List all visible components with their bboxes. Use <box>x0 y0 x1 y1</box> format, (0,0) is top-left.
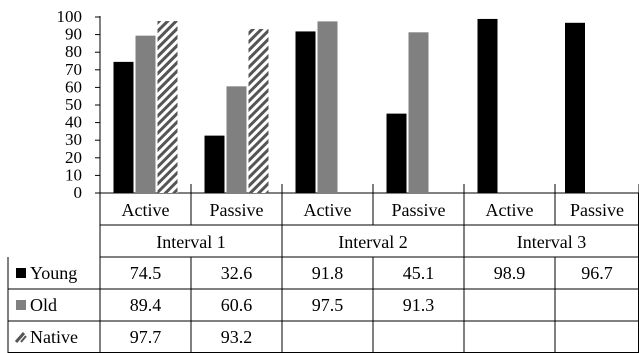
x-category-label: Active <box>122 200 170 220</box>
bar-young <box>204 135 225 193</box>
x-group-label: Interval 3 <box>517 232 586 252</box>
data-label: 45.1 <box>403 263 435 283</box>
bar-young <box>477 18 498 193</box>
bar-young <box>295 31 316 193</box>
y-tick-label: 0 <box>74 183 83 202</box>
bar-old <box>408 32 429 194</box>
y-tick-label: 80 <box>65 42 82 61</box>
data-label: 32.6 <box>221 263 253 283</box>
bar-young <box>565 22 585 194</box>
legend-key-native <box>14 332 27 343</box>
y-tick-label: 90 <box>65 25 82 44</box>
x-category-label: Active <box>486 200 534 220</box>
bar-old <box>226 86 247 193</box>
x-category-label: Passive <box>210 200 264 220</box>
bar-old <box>135 35 156 193</box>
y-tick-label: 50 <box>65 95 82 114</box>
y-tick-label: 70 <box>65 60 82 79</box>
legend-key-old <box>16 300 26 310</box>
x-category-label: Active <box>304 200 352 220</box>
data-label: 74.5 <box>130 263 162 283</box>
y-tick-label: 60 <box>65 77 82 96</box>
y-tick-label: 100 <box>57 7 83 26</box>
data-label: 97.5 <box>312 295 344 315</box>
legend-key-young <box>16 268 26 278</box>
legend-key-stripe <box>20 335 27 343</box>
data-label: 97.7 <box>130 327 162 347</box>
bar-native <box>157 21 178 193</box>
x-group-label: Interval 1 <box>156 232 225 252</box>
bar-old <box>317 21 338 194</box>
data-label: 93.2 <box>221 327 253 347</box>
data-label: 91.3 <box>403 295 435 315</box>
legend-key-stripe <box>14 332 26 343</box>
x-group-label: Interval 2 <box>338 232 407 252</box>
legend-label-old: Old <box>30 295 57 315</box>
y-tick-label: 30 <box>65 130 82 149</box>
legend-label-native: Native <box>30 327 78 347</box>
bars-layer <box>113 18 585 194</box>
data-label: 98.9 <box>494 263 526 283</box>
data-label: 96.7 <box>581 263 613 283</box>
y-tick-label: 40 <box>65 113 82 132</box>
y-tick-label: 20 <box>65 148 82 167</box>
bar-young <box>386 113 407 193</box>
bar-young <box>113 61 134 193</box>
x-category-label: Passive <box>392 200 446 220</box>
y-tick-label: 10 <box>65 165 82 184</box>
data-label: 91.8 <box>312 263 344 283</box>
data-label: 60.6 <box>221 295 253 315</box>
x-category-label: Passive <box>570 200 624 220</box>
data-table: Active Passive Active Passive Active Passive I… <box>7 193 639 353</box>
data-label: 89.4 <box>130 295 162 315</box>
legend-label-young: Young <box>30 263 77 283</box>
bar-native <box>248 28 269 193</box>
